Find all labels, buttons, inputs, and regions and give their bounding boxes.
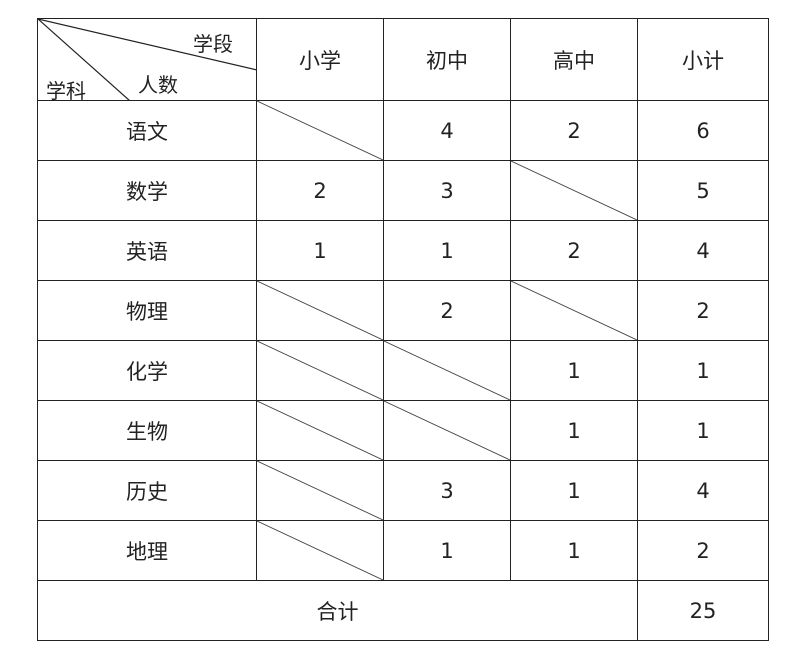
empty-slash-cell — [256, 340, 384, 401]
table-row: 生物 1 1 — [37, 400, 769, 461]
empty-slash-cell — [510, 280, 638, 341]
empty-slash-cell — [256, 400, 384, 461]
diagonal-slash — [511, 281, 637, 340]
count-cell: 2 — [256, 160, 384, 221]
count-cell: 3 — [383, 160, 511, 221]
empty-slash-cell — [510, 160, 638, 221]
subject-cell: 物理 — [37, 280, 257, 341]
count-cell: 1 — [510, 400, 638, 461]
subject-teacher-count-table: 学段 人数 学科 小学 初中 高中 小计 语文 4 2 6 数学 2 3 5 英语 1 1 2 4 物理 2… — [37, 18, 769, 641]
column-header: 初中 — [383, 18, 511, 101]
empty-slash-cell — [256, 280, 384, 341]
stage-label: 学段 — [193, 32, 233, 56]
table-row: 语文 4 2 6 — [37, 100, 769, 161]
subtotal-cell: 4 — [637, 460, 769, 521]
diagonal-slash — [257, 461, 383, 520]
corner-header-cell: 学段 人数 学科 — [37, 18, 257, 103]
table-row: 历史 3 1 4 — [37, 460, 769, 521]
count-cell: 1 — [256, 220, 384, 281]
table-row: 数学 2 3 5 — [37, 160, 769, 221]
column-header: 小计 — [637, 18, 769, 101]
subject-label: 学科 — [46, 79, 86, 103]
total-row: 合计 25 — [37, 580, 769, 641]
total-label: 合计 — [37, 580, 638, 641]
subject-cell: 数学 — [37, 160, 257, 221]
subject-cell: 历史 — [37, 460, 257, 521]
empty-slash-cell — [256, 100, 384, 161]
empty-slash-cell — [383, 340, 511, 401]
total-value: 25 — [637, 580, 769, 641]
table-row: 化学 1 1 — [37, 340, 769, 401]
subject-cell: 英语 — [37, 220, 257, 281]
subtotal-cell: 1 — [637, 340, 769, 401]
subject-cell: 语文 — [37, 100, 257, 161]
empty-slash-cell — [256, 520, 384, 581]
count-cell: 1 — [510, 340, 638, 401]
subject-cell: 地理 — [37, 520, 257, 581]
table-row: 地理 1 1 2 — [37, 520, 769, 581]
table-row: 物理 2 2 — [37, 280, 769, 341]
count-cell: 1 — [510, 520, 638, 581]
corner-diagonal-lines — [38, 19, 257, 101]
column-header: 高中 — [510, 18, 638, 101]
count-cell: 3 — [383, 460, 511, 521]
diagonal-slash — [257, 281, 383, 340]
diagonal-slash — [257, 101, 383, 160]
subject-cell: 化学 — [37, 340, 257, 401]
header-row: 学段 人数 学科 小学 初中 高中 小计 — [37, 18, 769, 103]
count-cell: 2 — [510, 220, 638, 281]
subject-cell: 生物 — [37, 400, 257, 461]
count-cell: 1 — [383, 220, 511, 281]
column-header: 小学 — [256, 18, 384, 101]
subtotal-cell: 2 — [637, 520, 769, 581]
count-cell: 4 — [383, 100, 511, 161]
count-cell: 1 — [510, 460, 638, 521]
subtotal-cell: 5 — [637, 160, 769, 221]
diagonal-slash — [384, 401, 510, 460]
subtotal-cell: 6 — [637, 100, 769, 161]
diagonal-slash — [257, 341, 383, 400]
table-row: 英语 1 1 2 4 — [37, 220, 769, 281]
subtotal-cell: 2 — [637, 280, 769, 341]
subtotal-cell: 1 — [637, 400, 769, 461]
diagonal-slash — [257, 401, 383, 460]
subtotal-cell: 4 — [637, 220, 769, 281]
count-cell: 2 — [383, 280, 511, 341]
count-cell: 2 — [510, 100, 638, 161]
diagonal-slash — [384, 341, 510, 400]
empty-slash-cell — [256, 460, 384, 521]
count-cell: 1 — [383, 520, 511, 581]
count-label: 人数 — [138, 73, 178, 97]
empty-slash-cell — [383, 400, 511, 461]
diagonal-slash — [257, 521, 383, 580]
diagonal-slash — [511, 161, 637, 220]
